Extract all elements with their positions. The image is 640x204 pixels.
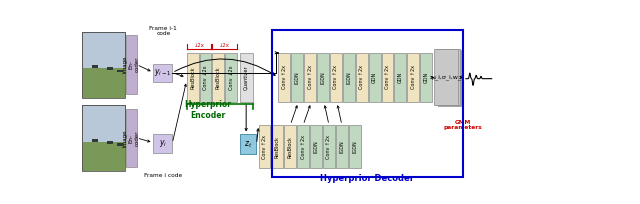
Bar — [436, 49, 460, 105]
Bar — [408, 53, 419, 102]
Bar — [187, 53, 198, 102]
Bar — [83, 68, 125, 98]
Text: GMM
parameters: GMM parameters — [444, 120, 483, 130]
Text: Conv ↑2x: Conv ↑2x — [333, 65, 339, 90]
Bar — [438, 50, 461, 106]
Text: Conv ↑2x: Conv ↑2x — [385, 65, 390, 90]
Bar — [349, 125, 361, 168]
Text: GDN: GDN — [372, 72, 377, 83]
Bar — [304, 53, 316, 102]
Text: Conv ↓2x: Conv ↓2x — [228, 65, 234, 90]
Bar — [310, 125, 322, 168]
Text: IGDN: IGDN — [339, 140, 344, 153]
Text: $y_{i-1}$: $y_{i-1}$ — [154, 67, 172, 78]
Bar — [108, 67, 113, 70]
Text: ↓2x: ↓2x — [220, 43, 230, 48]
Bar — [125, 35, 136, 94]
Text: ResBlock: ResBlock — [190, 66, 195, 89]
Bar — [117, 143, 123, 146]
Text: Hyperprior
Encoder: Hyperprior Encoder — [184, 100, 232, 120]
Bar — [117, 70, 123, 72]
Text: Conv ↑2x: Conv ↑2x — [282, 65, 287, 90]
Text: Hyperprior Decoder: Hyperprior Decoder — [320, 174, 413, 183]
Bar — [212, 53, 225, 102]
Bar — [278, 53, 291, 102]
Text: ResBlock: ResBlock — [216, 66, 221, 89]
Text: code: code — [156, 31, 170, 36]
Bar — [125, 109, 136, 167]
Bar — [381, 53, 394, 102]
Text: Conv ↑2x: Conv ↑2x — [308, 65, 313, 90]
Bar — [83, 32, 125, 98]
Bar — [240, 134, 256, 154]
Text: Frame i-1: Frame i-1 — [150, 26, 177, 31]
Text: IGDN: IGDN — [346, 71, 351, 84]
Text: Conv ↑2x: Conv ↑2x — [359, 65, 364, 90]
Bar — [108, 141, 113, 144]
Bar — [240, 53, 253, 102]
Bar — [317, 53, 329, 102]
Bar — [92, 65, 99, 68]
Bar — [259, 125, 271, 168]
Bar — [284, 125, 296, 168]
Text: GDN: GDN — [398, 72, 403, 83]
Bar — [343, 53, 355, 102]
Bar — [273, 30, 463, 176]
Bar — [154, 64, 172, 82]
Bar — [271, 125, 284, 168]
Text: ResBlock: ResBlock — [288, 136, 293, 157]
Text: Image
En-
coder: Image En- coder — [123, 130, 140, 147]
Text: $y_i$: $y_i$ — [159, 138, 167, 149]
Bar — [83, 105, 125, 142]
Text: GDN: GDN — [424, 72, 429, 83]
Text: Conv ↑2x: Conv ↑2x — [262, 135, 267, 159]
Bar — [323, 125, 335, 168]
Bar — [394, 53, 406, 102]
Bar — [83, 32, 125, 68]
Text: IGDN: IGDN — [321, 71, 326, 84]
Text: Quantizer: Quantizer — [244, 65, 249, 90]
Text: μ_i,σ_i,w_i: μ_i,σ_i,w_i — [431, 74, 463, 80]
Text: ResBlock: ResBlock — [275, 136, 280, 157]
Bar — [83, 105, 125, 171]
Text: Image
En-
coder: Image En- coder — [123, 56, 140, 73]
Bar — [356, 53, 367, 102]
Bar — [434, 49, 458, 105]
Bar — [297, 125, 309, 168]
Text: Conv ↑2x: Conv ↑2x — [326, 135, 332, 159]
Bar — [200, 53, 211, 102]
Bar — [420, 53, 432, 102]
Bar — [225, 53, 237, 102]
Bar — [83, 142, 125, 171]
Text: IGDN: IGDN — [314, 140, 319, 153]
Bar — [291, 53, 303, 102]
Bar — [336, 125, 348, 168]
Bar — [369, 53, 381, 102]
Bar — [154, 134, 172, 153]
Text: $z_t$: $z_t$ — [244, 139, 252, 150]
Text: Frame i code: Frame i code — [144, 173, 182, 178]
Bar — [92, 139, 99, 142]
Text: Conv ↓2x: Conv ↓2x — [203, 65, 208, 90]
Text: IGDN: IGDN — [352, 140, 357, 153]
Text: Conv ↑2x: Conv ↑2x — [301, 135, 306, 159]
Text: Conv ↑2x: Conv ↑2x — [411, 65, 416, 90]
Text: ↓2x: ↓2x — [194, 43, 204, 48]
Text: IGDN: IGDN — [295, 71, 300, 84]
Bar — [330, 53, 342, 102]
